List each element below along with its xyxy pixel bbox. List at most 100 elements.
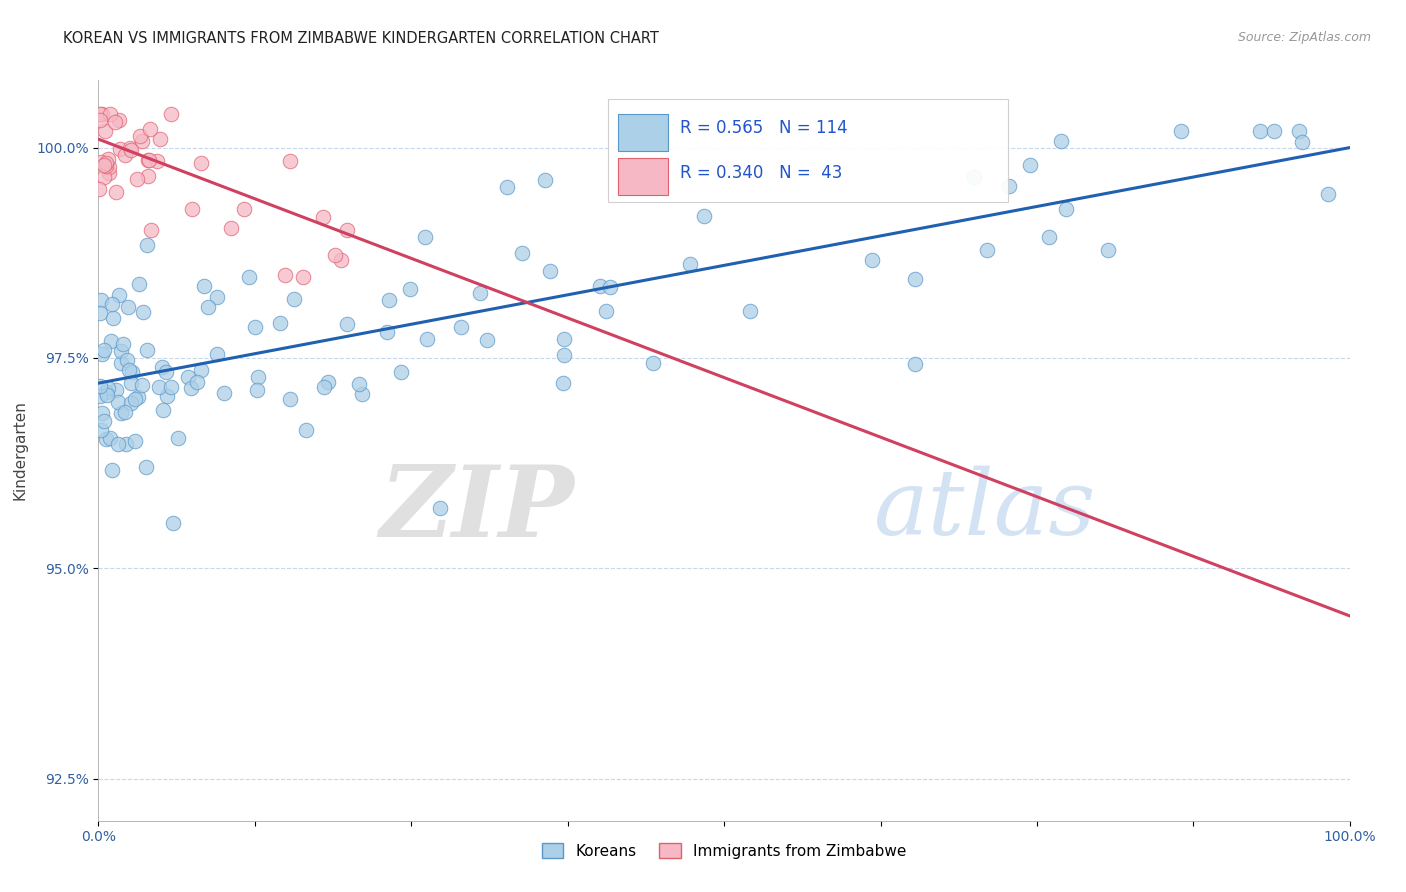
Point [159, 107, 181, 121]
Point [135, 343, 157, 357]
Point [904, 357, 927, 371]
Point [1054, 202, 1077, 217]
Point [510, 246, 533, 260]
Point [212, 386, 235, 401]
Point [186, 375, 208, 389]
Point [93, 169, 115, 184]
Point [94, 155, 117, 169]
Point [135, 238, 157, 252]
Point [101, 297, 124, 311]
Point [104, 114, 127, 128]
Point [93, 414, 115, 428]
Point [98, 431, 121, 445]
Point [148, 380, 170, 394]
Point [475, 334, 498, 348]
Text: Source: ZipAtlas.com: Source: ZipAtlas.com [1237, 31, 1371, 45]
Point [246, 369, 269, 384]
Point [150, 359, 173, 374]
Point [94, 159, 117, 173]
Point [131, 134, 153, 148]
Text: ZIP: ZIP [380, 461, 574, 558]
Point [118, 363, 141, 377]
Text: KOREAN VS IMMIGRANTS FROM ZIMBABWE KINDERGARTEN CORRELATION CHART: KOREAN VS IMMIGRANTS FROM ZIMBABWE KINDE… [63, 31, 659, 46]
Point [89, 182, 111, 196]
Point [278, 392, 301, 406]
Point [336, 223, 359, 237]
Point [181, 202, 204, 216]
Point [114, 405, 136, 419]
Point [115, 352, 138, 367]
Point [193, 279, 215, 293]
Point [110, 356, 132, 370]
Point [197, 300, 219, 314]
Point [205, 290, 228, 304]
Point [205, 347, 228, 361]
Point [416, 332, 439, 346]
Point [378, 293, 401, 308]
Point [553, 332, 575, 346]
Point [90, 406, 112, 420]
Point [135, 460, 157, 475]
Point [595, 303, 617, 318]
Point [294, 423, 316, 437]
Point [352, 387, 374, 401]
Point [100, 107, 122, 121]
Point [107, 287, 129, 301]
Point [1018, 157, 1040, 171]
Point [450, 320, 472, 334]
Point [120, 143, 142, 157]
Point [125, 171, 148, 186]
Point [141, 223, 163, 237]
Point [679, 257, 702, 271]
Point [121, 365, 143, 379]
Point [292, 270, 315, 285]
Point [389, 365, 412, 379]
Point [232, 202, 254, 217]
Point [962, 169, 984, 184]
Point [93, 343, 115, 358]
Legend: Koreans, Immigrants from Zimbabwe: Koreans, Immigrants from Zimbabwe [536, 837, 912, 865]
Point [641, 356, 664, 370]
Point [1050, 134, 1073, 148]
Point [110, 406, 132, 420]
Point [89, 113, 111, 128]
Point [246, 384, 269, 398]
Bar [617, 158, 668, 195]
Point [114, 147, 136, 161]
Point [108, 142, 131, 156]
Point [156, 389, 179, 403]
Point [96, 388, 118, 402]
Point [330, 253, 353, 268]
Point [128, 277, 150, 292]
Point [538, 263, 561, 277]
Point [152, 403, 174, 417]
Point [162, 516, 184, 531]
Point [89, 389, 111, 403]
Point [118, 141, 141, 155]
Point [90, 293, 112, 307]
Point [97, 161, 120, 175]
Point [124, 434, 146, 448]
Point [93, 158, 115, 172]
Point [312, 380, 335, 394]
Point [97, 166, 120, 180]
Point [127, 390, 149, 404]
Point [129, 128, 152, 143]
Point [101, 462, 124, 476]
Point [112, 337, 135, 351]
Point [976, 243, 998, 257]
Point [139, 122, 162, 136]
Point [347, 377, 370, 392]
Point [138, 153, 160, 168]
Point [998, 178, 1021, 193]
Point [904, 271, 927, 285]
Point [1288, 124, 1310, 138]
Point [115, 437, 138, 451]
Point [243, 319, 266, 334]
Point [100, 334, 122, 348]
Point [553, 348, 575, 362]
Point [599, 279, 621, 293]
Point [429, 501, 451, 516]
Point [89, 306, 111, 320]
Point [1291, 135, 1313, 149]
